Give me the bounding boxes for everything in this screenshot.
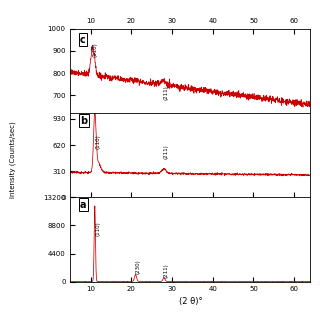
Text: (211): (211) xyxy=(164,145,169,159)
Text: (211): (211) xyxy=(164,85,169,100)
X-axis label: (2 θ)°: (2 θ)° xyxy=(179,297,202,306)
Text: b: b xyxy=(80,116,87,125)
Text: Intensity (Counts/sec): Intensity (Counts/sec) xyxy=(10,122,16,198)
Text: (110): (110) xyxy=(96,134,100,149)
Text: (211): (211) xyxy=(164,264,169,278)
Text: (230): (230) xyxy=(135,259,140,274)
Text: c: c xyxy=(80,35,86,45)
Text: (110): (110) xyxy=(96,221,100,236)
Text: (110): (110) xyxy=(92,42,97,57)
Text: a: a xyxy=(80,200,86,210)
